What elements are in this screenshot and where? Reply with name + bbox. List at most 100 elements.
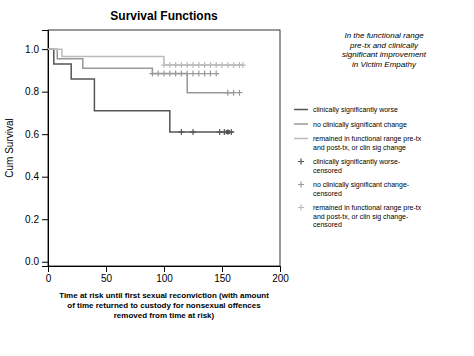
censor-mark [190,62,196,68]
censor-mark [213,71,219,77]
censor-mark [184,71,190,77]
legend-item: no clinically significant change-censore… [298,181,410,197]
legend-swatch [298,159,304,165]
x-tick: 50 [101,266,113,284]
censor-mark [202,62,208,68]
x-tick: 100 [156,266,173,284]
x-tick-mark [106,266,107,272]
censor-mark [190,129,196,135]
y-tick-label: 0.0 [25,256,39,267]
legend: clinically significantly worse no clinica… [294,106,422,228]
title: Survival Functions [110,9,218,23]
annotation-line: In the functional range [344,31,424,40]
x-tick-label: 100 [156,273,173,284]
y-tick-label: 0.2 [25,214,39,225]
x-tick-label: 0 [46,273,52,284]
x-tick-mark [280,266,281,272]
legend-label: remained in functional range pre-txand p… [313,204,422,228]
y-tick-label: 0.8 [25,86,39,97]
censor-mark [202,71,208,77]
legend-label-line: clinically significantly worse- [313,158,401,166]
x-axis-title-line: Time at risk until first sexual reconvic… [59,291,269,300]
annotation: In the functional rangepre-tx and clinic… [342,31,427,69]
legend-swatch [298,182,304,188]
x-tick: 200 [272,266,289,284]
censor-mark [149,71,155,77]
x-tick-label: 200 [272,273,289,284]
annotation-line: significant improvement [342,50,427,59]
censor-mark [161,71,167,77]
legend-label-line: no clinically significant change [313,121,407,129]
legend-label: clinically significantly worse [313,106,398,114]
legend-swatch [294,138,308,140]
censor-mark [207,71,213,77]
y-tick: 0.6 [25,129,48,140]
legend-item: clinically significantly worse [294,106,398,114]
censor-mark [167,71,173,77]
y-axis-title: Cum Survival [4,118,15,177]
legend-label: remained in functional range pre-txand p… [313,135,422,152]
y-tick-mark [42,219,48,220]
censor-mark [178,129,184,135]
legend-label: no clinically significant change-censore… [313,181,410,197]
survival-line [48,49,234,93]
censor-mark [207,62,213,68]
censor-mark [184,62,190,68]
x-axis-line [49,267,281,273]
censor-mark [196,71,202,77]
censor-mark [231,90,237,96]
annotation-line: pre-tx and clinically [349,41,419,50]
plot-marks [48,49,246,135]
survival-line [48,49,243,65]
legend-label-line: remained in functional range pre-tx [313,135,422,143]
censor-mark [240,62,246,68]
plot-frame [48,30,280,266]
y-tick-mark [42,92,48,93]
y-tick: 0.0 [25,256,48,267]
y-tick-mark [42,262,48,263]
censor-mark [167,62,173,68]
censor-mark [190,71,196,77]
event-dot [225,130,230,135]
censor-mark [161,62,167,68]
censor-mark [225,62,231,68]
x-tick-mark [222,266,223,272]
legend-label-line: censored [313,190,342,197]
x-axis: 0 50 100 150 200 [46,266,290,284]
x-tick-label: 50 [101,273,113,284]
annotation-line: in Victim Empathy [352,60,417,69]
y-axis: 0.00.20.40.60.81.0 [25,31,48,268]
censor-mark [225,90,231,96]
legend-item: remained in functional range pre-txand p… [294,135,422,152]
y-tick-mark [42,134,48,135]
legend-item: remained in functional range pre-txand p… [298,204,422,228]
censor-mark [178,71,184,77]
y-tick-mark [42,49,48,50]
chart: 0501001502000.00.20.40.60.81.0Survival F… [0,0,474,356]
censor-mark [155,71,161,77]
censor-mark [173,62,179,68]
legend-label-line: no clinically significant change- [313,181,410,189]
y-tick-mark [42,177,48,178]
legend-label-line: clinically significantly worse [313,106,398,114]
censor-mark [173,71,179,77]
legend-item: clinically significantly worse-censored [298,158,401,174]
legend-swatch [298,205,304,211]
survival-line [48,49,234,132]
legend-label-line: censored [313,167,342,174]
x-axis-title: Time at risk until first sexual reconvic… [59,291,269,320]
censor-mark [178,62,184,68]
legend-label-line: remained in functional range pre-tx [313,204,422,212]
legend-label-line: and post-tx, or clin sig change [313,144,406,152]
censor-mark [231,62,237,68]
legend-label-line: censored [313,221,342,228]
censor-mark [196,62,202,68]
x-tick: 150 [214,266,231,284]
x-tick-label: 150 [214,273,231,284]
x-axis-title-line: of time returned to custody for nonsexua… [67,301,261,310]
x-tick: 0 [46,266,52,284]
legend-swatch [294,123,308,125]
x-tick-mark [164,266,165,272]
y-tick: 0.8 [25,86,48,97]
legend-label: no clinically significant change [313,121,407,129]
